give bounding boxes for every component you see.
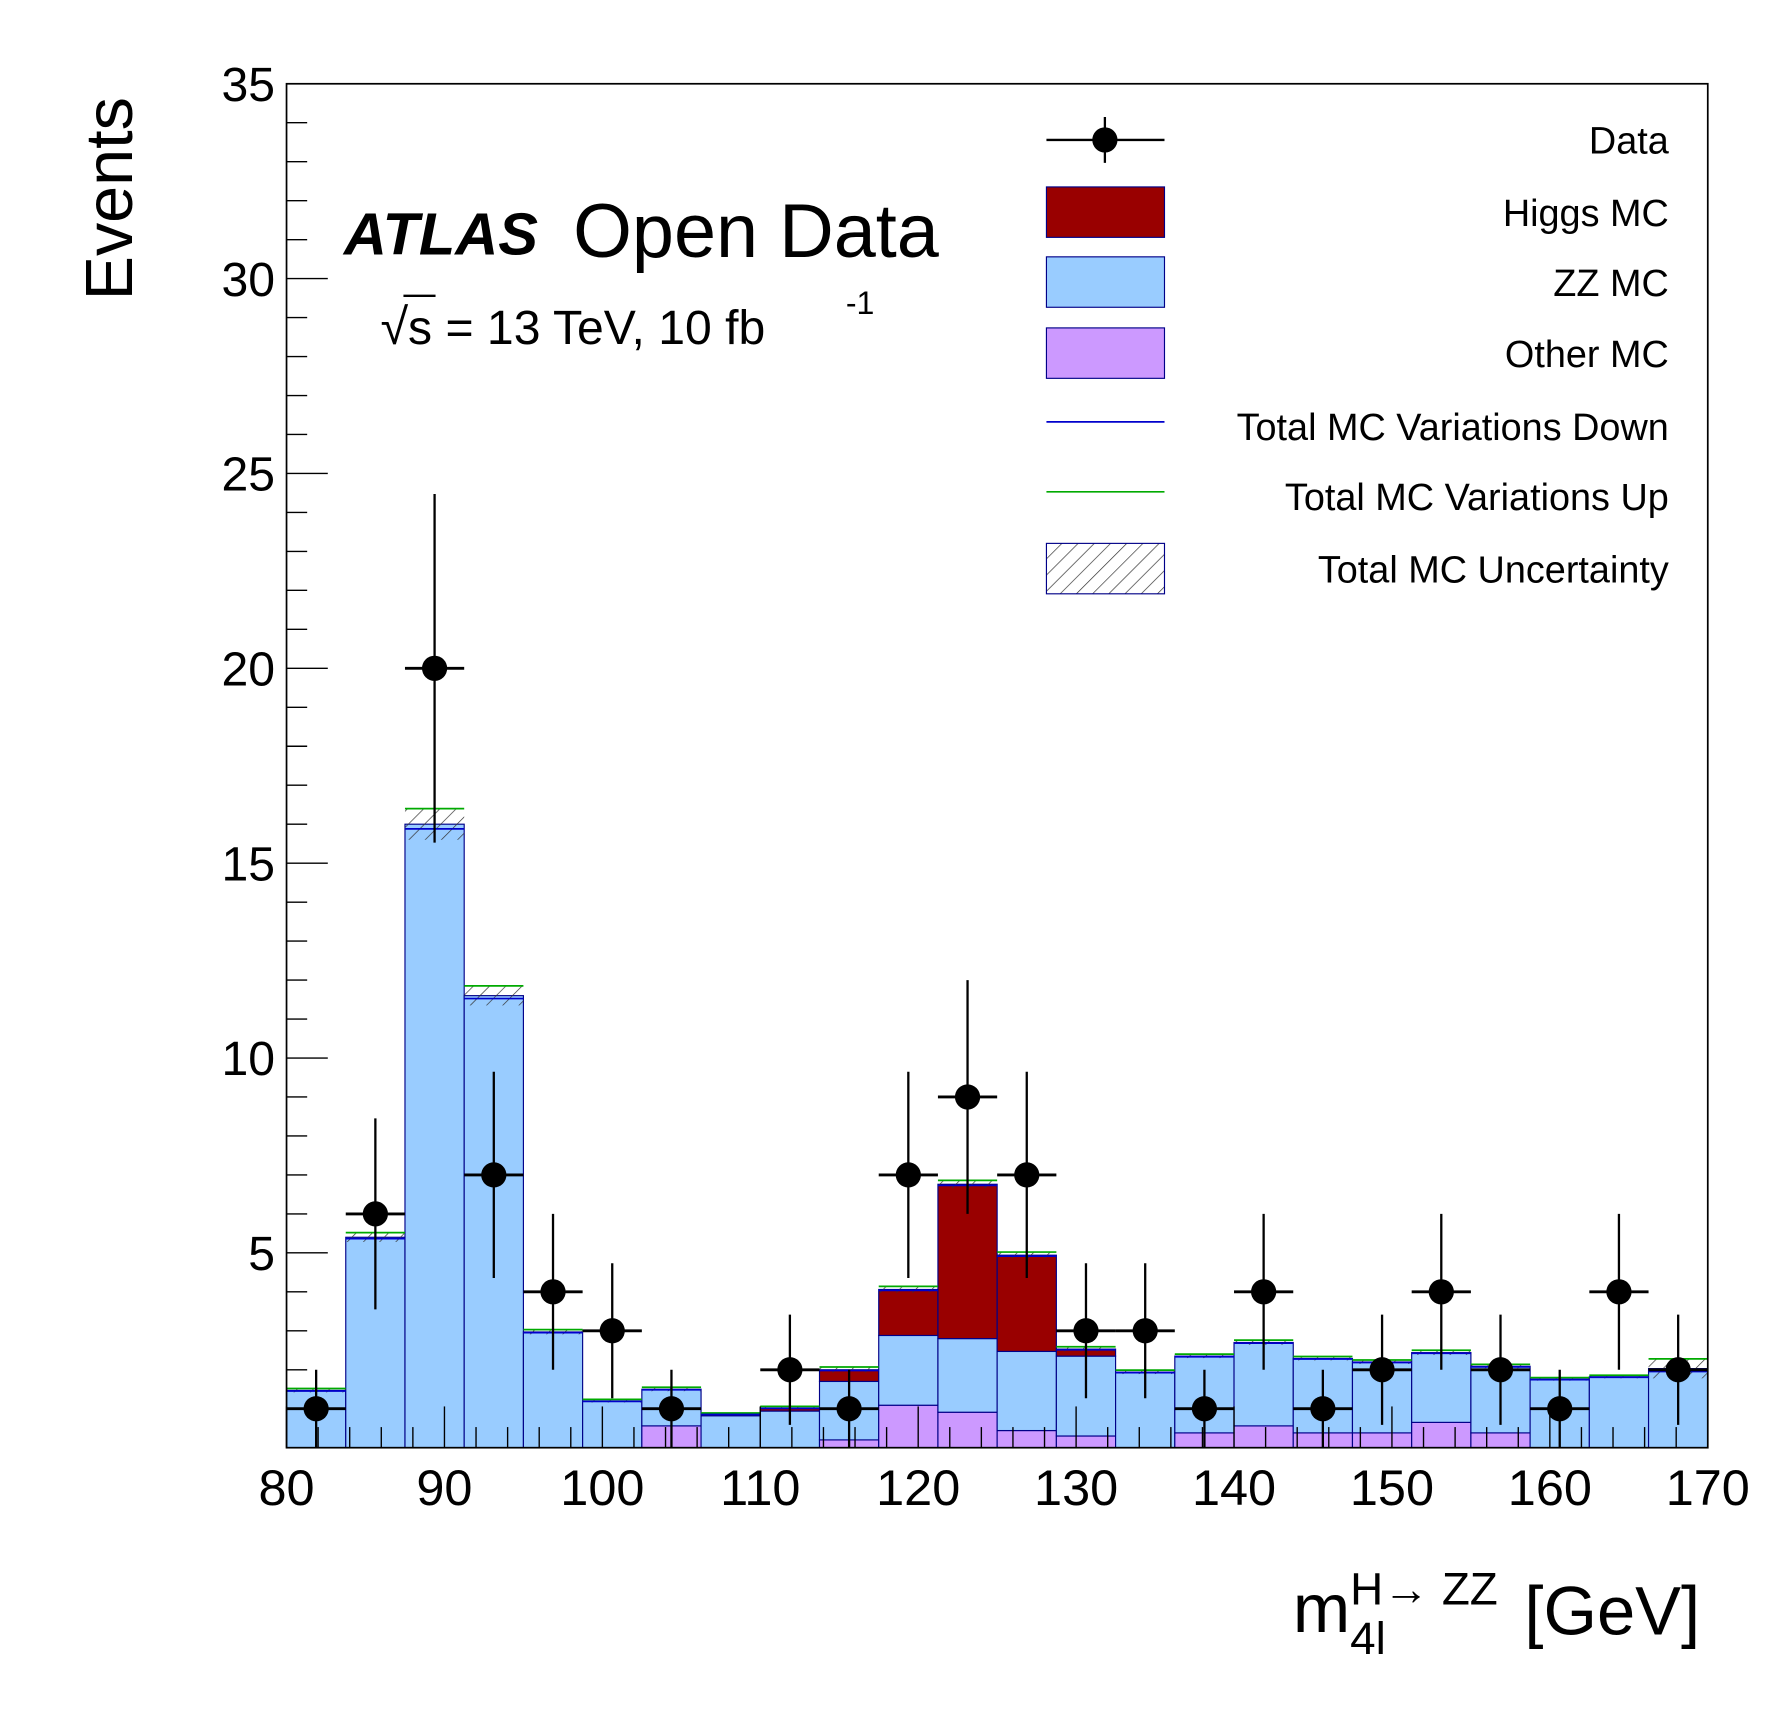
bar-zz-mc <box>1588 1376 1650 1449</box>
data-point <box>1132 1318 1158 1344</box>
legend-swatch <box>1045 186 1166 238</box>
data-point <box>1428 1279 1454 1305</box>
y-tick-label: 5 <box>248 1227 275 1281</box>
sqrt-sign: √ <box>381 298 409 355</box>
y-tick-label: 10 <box>222 1032 276 1086</box>
legend-label: Total MC Uncertainty <box>1318 549 1669 591</box>
bar-other-mc <box>1411 1421 1472 1449</box>
legend-label: Total MC Variations Up <box>1285 477 1669 519</box>
legend-data-marker <box>1092 127 1118 153</box>
bar-zz-mc <box>996 1350 1057 1432</box>
x-tick-label: 80 <box>258 1459 314 1516</box>
y-axis-label: Events <box>73 97 147 300</box>
data-point <box>362 1201 388 1227</box>
legend-label: Other MC <box>1505 334 1669 376</box>
y-tick-label: 30 <box>222 253 276 307</box>
x-axis-label-unit: [GeV] <box>1524 1573 1700 1650</box>
data-point <box>1606 1279 1632 1305</box>
data-point <box>836 1396 862 1422</box>
open-data-label: Open Data <box>573 190 940 274</box>
legend-label: Higgs MC <box>1503 193 1669 235</box>
x-tick-label: 150 <box>1350 1459 1434 1516</box>
data-point <box>1369 1357 1395 1383</box>
bar-other-mc <box>996 1429 1057 1449</box>
data-point <box>599 1318 625 1344</box>
y-tick-label: 15 <box>222 837 276 891</box>
x-tick-label: 100 <box>560 1459 644 1516</box>
bar-other-mc <box>1233 1425 1294 1449</box>
bar-other-mc <box>1470 1432 1531 1449</box>
legend-label: ZZ MC <box>1553 263 1669 305</box>
bar-other-mc <box>878 1404 939 1449</box>
bar-zz-mc <box>700 1415 761 1449</box>
uncertainty-hatch <box>464 985 524 1006</box>
data-point <box>1073 1318 1099 1344</box>
stack-bars <box>285 823 1709 1449</box>
bar-other-mc <box>1055 1435 1117 1449</box>
y-tick-label: 35 <box>222 58 276 112</box>
data-point <box>954 1084 981 1110</box>
bar-zz-mc <box>878 1334 939 1406</box>
axes: 5 10 15 20 25 30 35 80 90 100 110 120 130 140 150 160 17… <box>222 58 1750 1516</box>
x-tick-label: 160 <box>1508 1459 1592 1516</box>
data-point <box>1310 1396 1336 1422</box>
legend-label: Data <box>1589 121 1670 163</box>
data-point <box>1665 1357 1691 1383</box>
bar-zz-mc <box>582 1400 643 1449</box>
x-tick-label: 120 <box>876 1459 960 1516</box>
bar-other-mc <box>937 1411 998 1449</box>
data-point <box>1547 1396 1573 1422</box>
x-axis-label-m: m <box>1293 1570 1350 1647</box>
data-point <box>481 1162 507 1188</box>
x-tick-label: 90 <box>416 1459 472 1516</box>
x-axis-label-sup: H→ ZZ <box>1350 1564 1498 1615</box>
data-point <box>303 1396 329 1422</box>
data-point <box>777 1357 803 1383</box>
data-point <box>895 1162 921 1188</box>
legend-swatch <box>1045 256 1166 308</box>
y-tick-label: 20 <box>222 643 276 697</box>
legend: Data Higgs MC ZZ MC Other MC Total MC Variat… <box>1045 117 1670 595</box>
x-tick-label: 130 <box>1034 1459 1118 1516</box>
atlas-label: ATLAS <box>342 201 538 268</box>
data-point <box>1191 1396 1218 1422</box>
x-tick-label: 110 <box>720 1459 800 1516</box>
lumi-exponent: -1 <box>846 285 875 321</box>
legend-label: Total MC Variations Down <box>1237 407 1669 449</box>
data-point <box>540 1279 566 1305</box>
plot-frame <box>285 82 1709 1449</box>
x-axis-label-sub: 4l <box>1350 1613 1386 1664</box>
x-tick-label: 170 <box>1666 1459 1750 1516</box>
energy-lumi-label: s = 13 TeV, 10 fb <box>408 301 765 355</box>
bar-zz-mc <box>937 1338 998 1413</box>
legend-hatch-swatch <box>1045 542 1166 595</box>
bar-other-mc <box>1351 1432 1413 1449</box>
data-points <box>286 494 1708 1448</box>
x-tick-label: 140 <box>1192 1459 1276 1516</box>
data-point <box>658 1396 685 1422</box>
uncertainty-hatch <box>878 1286 938 1293</box>
data-point <box>1487 1357 1514 1383</box>
data-point <box>1014 1162 1040 1188</box>
data-point <box>421 655 448 681</box>
data-point <box>1251 1279 1277 1305</box>
bar-higgs-mc <box>878 1288 939 1337</box>
legend-swatch <box>1045 327 1166 379</box>
bar-zz-mc <box>404 823 465 1449</box>
y-tick-label: 25 <box>222 448 276 502</box>
